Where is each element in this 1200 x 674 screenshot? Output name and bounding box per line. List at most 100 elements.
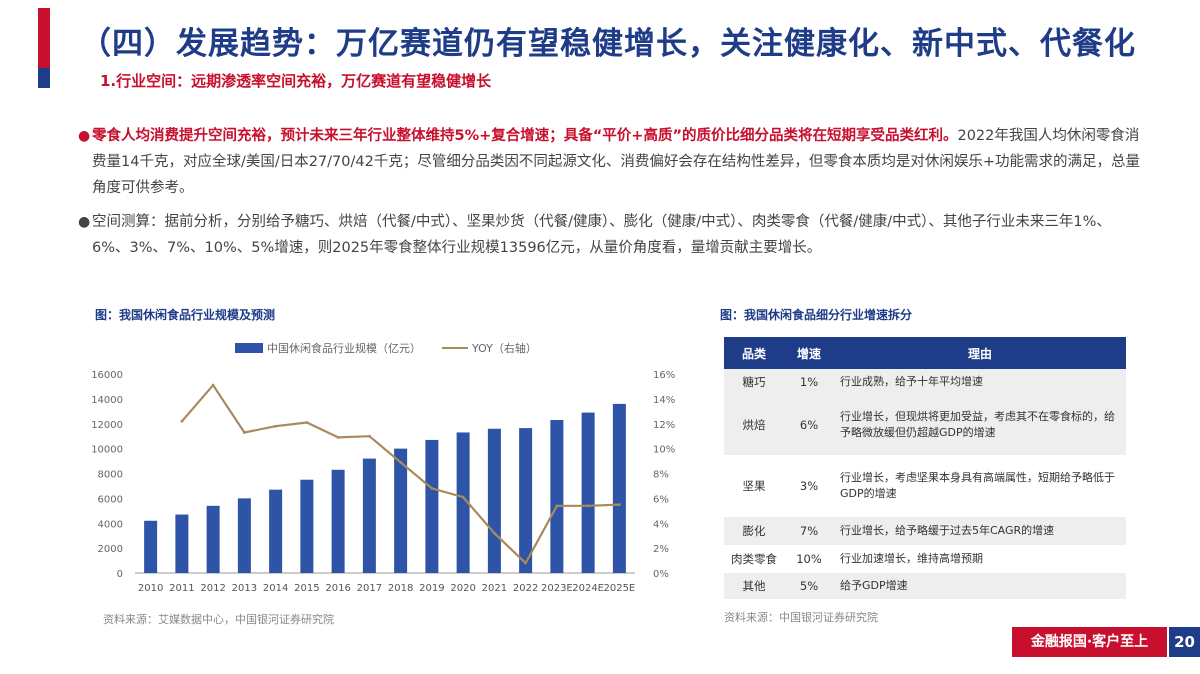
cell-category: 糖巧 bbox=[724, 369, 784, 395]
table-row: 烘焙 6% 行业增长，但现烘将更加受益，考虑其不在零食标的，给予略微放缓但仍超越… bbox=[724, 395, 1126, 455]
yoy-point bbox=[555, 504, 559, 508]
y-right-tick-label: 12% bbox=[653, 420, 675, 431]
cell-category: 肉类零食 bbox=[731, 552, 777, 566]
x-tick-label: 2020 bbox=[450, 583, 475, 594]
cell-reason: 行业加速增长，维持高增预期 bbox=[840, 552, 983, 565]
cell-reason: 行业成熟，给予十年平均增速 bbox=[834, 369, 1126, 395]
bar-scale bbox=[362, 458, 376, 573]
bar-scale bbox=[269, 489, 283, 573]
cell-category: 膨化 bbox=[724, 517, 784, 545]
y-left-tick-label: 0 bbox=[117, 569, 123, 580]
table-header-row: 品类 增速 理由 bbox=[724, 337, 1126, 369]
y-right-tick-label: 6% bbox=[653, 494, 669, 505]
x-tick-label: 2015 bbox=[294, 583, 319, 594]
industry-scale-chart: 中国休闲食品行业规模（亿元） YOY（右轴） 0 2000 4000 6000 8000… bbox=[91, 341, 675, 594]
x-tick-label: 2024E bbox=[572, 583, 604, 594]
bar-scale bbox=[331, 469, 345, 573]
bullet-paragraph-2: ● 空间测算：据前分析，分别给予糖巧、烘焙（代餐/中式）、坚果炒货（代餐/健康）… bbox=[78, 209, 1142, 261]
page-title: （四）发展趋势：万亿赛道仍有望稳健增长，关注健康化、新中式、代餐化 bbox=[80, 26, 1136, 62]
cell-category: 烘焙 bbox=[724, 395, 784, 455]
x-tick-label: 2016 bbox=[325, 583, 350, 594]
bar-scale bbox=[206, 505, 220, 573]
yoy-point bbox=[180, 419, 184, 423]
bar-scale bbox=[425, 439, 439, 573]
cell-rate: 3% bbox=[799, 479, 819, 493]
bullet-1-bold: 零食人均消费提升空间充裕，预计未来三年行业整体维持5%+复合增速；具备“平价+高… bbox=[92, 128, 958, 144]
cell-rate: 6% bbox=[784, 395, 834, 455]
accent-bar-red bbox=[38, 8, 50, 68]
bar-scale bbox=[487, 428, 501, 573]
y-right-tick-label: 0% bbox=[653, 569, 669, 580]
y-left-tick-label: 10000 bbox=[91, 445, 123, 456]
y-left-tick-label: 16000 bbox=[91, 370, 123, 381]
yoy-point bbox=[461, 495, 465, 499]
bar-scale bbox=[175, 514, 189, 573]
y-right-tick-label: 14% bbox=[653, 395, 675, 406]
section-subtitle: 1.行业空间：远期渗透率空间充裕，万亿赛道有望稳健增长 bbox=[100, 72, 492, 90]
y-left-tick-label: 4000 bbox=[98, 519, 123, 530]
x-tick-label: 2012 bbox=[200, 583, 225, 594]
legend-bar-swatch bbox=[235, 343, 263, 353]
legend-line-label: YOY（右轴） bbox=[471, 341, 537, 355]
bar-scale bbox=[550, 420, 564, 573]
bar-scale bbox=[519, 428, 533, 573]
footer-slogan: 金融报国·客户至上 bbox=[1012, 627, 1167, 657]
y-right-tick-label: 10% bbox=[653, 445, 675, 456]
bar-scale bbox=[144, 520, 158, 573]
bullet-dot: ● bbox=[78, 128, 91, 144]
header-rate: 增速 bbox=[784, 337, 834, 369]
bar-scale bbox=[394, 448, 408, 573]
table-row: 膨化 7% 行业增长，给予略缓于过去5年CAGR的增速 bbox=[724, 517, 1126, 545]
cell-reason: 行业增长，但现烘将更加受益，考虑其不在零食标的，给予略微放缓但仍超越GDP的增速 bbox=[834, 395, 1126, 455]
chart-legend: 中国休闲食品行业规模（亿元） YOY（右轴） bbox=[235, 341, 537, 355]
x-tick-label: 2019 bbox=[419, 583, 444, 594]
bullet-1-text: 2022年我国人均休闲零食消费量14千克，对应全球/美国/日本27/70/42千… bbox=[92, 128, 1140, 196]
y-left-tick-label: 12000 bbox=[91, 420, 123, 431]
y-right-tick-label: 16% bbox=[653, 370, 675, 381]
bar-scale bbox=[300, 479, 314, 573]
yoy-point bbox=[399, 460, 403, 464]
x-tick-label: 2021 bbox=[482, 583, 507, 594]
header-reason: 理由 bbox=[834, 337, 1126, 369]
header-category: 品类 bbox=[724, 337, 784, 369]
table-row: 肉类零食 10% 行业加速增长，维持高增预期 bbox=[724, 545, 1126, 573]
right-figure-source: 资料来源：中国银河证券研究院 bbox=[724, 611, 878, 624]
legend-bar-label: 中国休闲食品行业规模（亿元） bbox=[267, 341, 421, 355]
bar-scale bbox=[612, 403, 626, 573]
cell-rate: 7% bbox=[784, 517, 834, 545]
bullet-dot: ● bbox=[78, 214, 91, 230]
yoy-point bbox=[336, 436, 340, 439]
yoy-point bbox=[367, 434, 371, 438]
x-tick-label: 2017 bbox=[357, 583, 382, 594]
yoy-point bbox=[242, 431, 246, 434]
yoy-point bbox=[617, 503, 621, 506]
bullet-paragraph-1: ● 零食人均消费提升空间充裕，预计未来三年行业整体维持5%+复合增速；具备“平价… bbox=[78, 123, 1142, 201]
cell-rate: 5% bbox=[784, 573, 834, 599]
yoy-point bbox=[305, 421, 309, 424]
chart-axes: 0 2000 4000 6000 8000 10000 12000 14000 16000 0% 2… bbox=[91, 370, 675, 594]
cell-reason: 行业增长，给予略缓于过去5年CAGR的增速 bbox=[834, 517, 1126, 545]
y-left-tick-label: 14000 bbox=[91, 395, 123, 406]
cell-category: 其他 bbox=[724, 573, 784, 599]
cell-reason: 行业增长，考虑坚果本身具有高端属性，短期给予略低于GDP的增速 bbox=[840, 471, 1115, 500]
x-tick-label: 2010 bbox=[138, 583, 163, 594]
yoy-point bbox=[586, 504, 590, 508]
table-row: 其他 5% 给予GDP增速 bbox=[724, 573, 1126, 599]
cell-reason: 给予GDP增速 bbox=[834, 573, 1126, 599]
growth-table: 品类 增速 理由 糖巧 1% 行业成熟，给予十年平均增速 烘焙 6% 行业增长，… bbox=[724, 337, 1126, 599]
yoy-point bbox=[211, 383, 215, 387]
table-row: 糖巧 1% 行业成熟，给予十年平均增速 bbox=[724, 369, 1126, 395]
y-right-tick-label: 4% bbox=[653, 519, 669, 530]
x-tick-label: 2022 bbox=[513, 583, 538, 594]
y-right-tick-label: 8% bbox=[653, 470, 669, 481]
y-left-tick-label: 6000 bbox=[98, 494, 123, 505]
right-figure-caption: 图：我国休闲食品细分行业增速拆分 bbox=[720, 308, 913, 322]
x-tick-label: 2025E bbox=[603, 583, 635, 594]
y-left-tick-label: 8000 bbox=[98, 470, 123, 481]
left-figure-source: 资料来源：艾媒数据中心，中国银河证券研究院 bbox=[103, 613, 334, 626]
yoy-point bbox=[274, 424, 278, 428]
y-left-tick-label: 2000 bbox=[98, 544, 123, 555]
yoy-point bbox=[430, 487, 434, 490]
x-tick-label: 2013 bbox=[232, 583, 257, 594]
x-tick-label: 2014 bbox=[263, 583, 288, 594]
